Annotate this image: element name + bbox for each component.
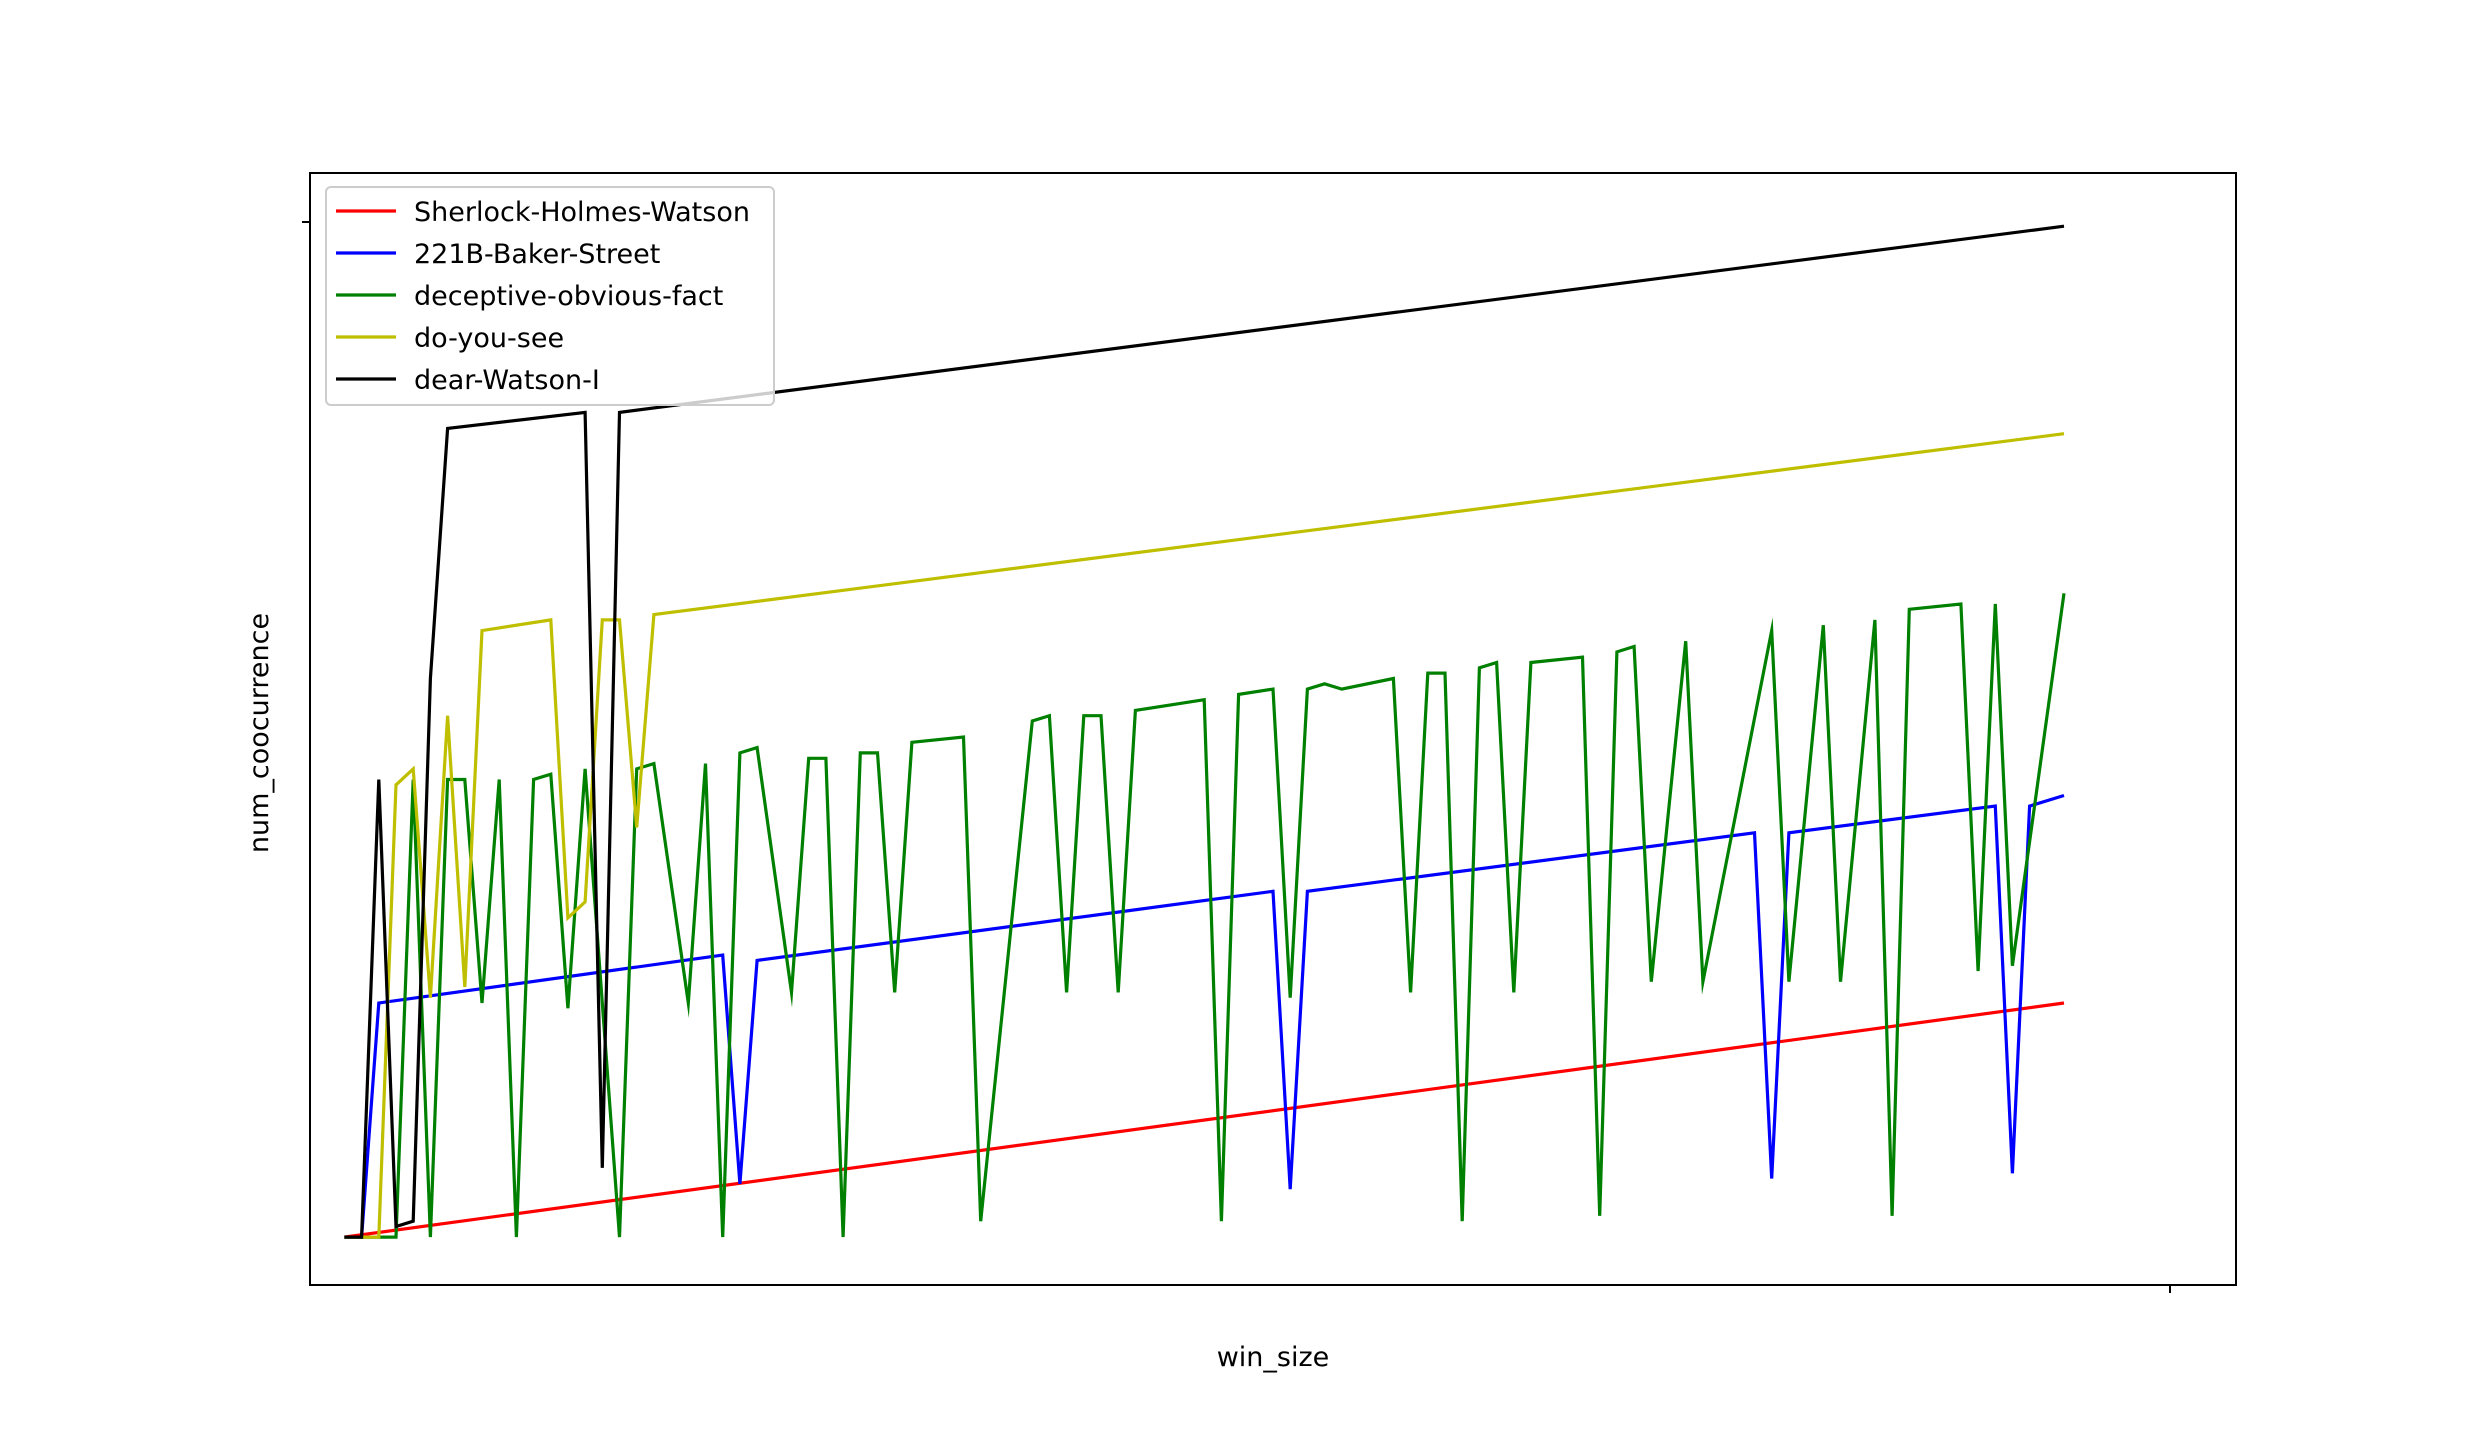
legend: Sherlock-Holmes-Watson 221B-Baker-Street d… — [325, 186, 775, 406]
legend-label-5: dear-Watson-I — [414, 365, 600, 396]
legend-label-4: do-you-see — [414, 323, 564, 354]
series-line-2 — [344, 793, 2065, 1239]
series-line-3 — [344, 593, 2066, 1239]
x-axis-label: win_size — [1217, 1342, 1330, 1373]
y-axis-label: num_coocurrence — [244, 613, 275, 853]
series-layer — [344, 224, 2066, 1239]
legend-label-3: deceptive-obvious-fact — [414, 281, 723, 312]
series-line-4 — [344, 432, 2065, 1239]
legend-label-2: 221B-Baker-Street — [414, 239, 660, 270]
legend-frame — [325, 186, 775, 406]
plot-frame — [309, 172, 2237, 1286]
legend-label-1: Sherlock-Holmes-Watson — [414, 197, 750, 228]
series-line-5 — [344, 224, 2065, 1239]
